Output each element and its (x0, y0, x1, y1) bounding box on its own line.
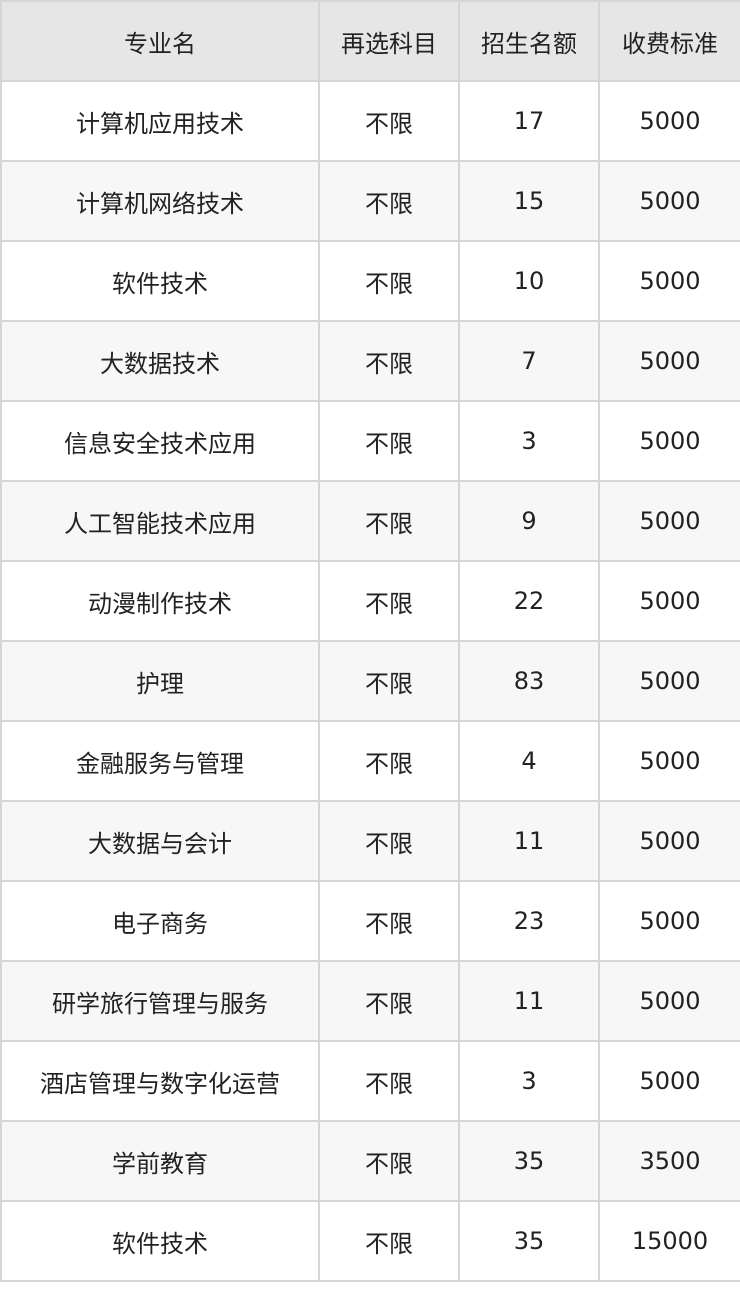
cell-enrollment-quota: 11 (458, 960, 600, 1042)
cell-elective-subject: 不限 (318, 1200, 460, 1282)
table-row: 软件技术 不限 35 15000 (0, 1200, 740, 1282)
header-row: 专业名 再选科目 招生名额 收费标准 (0, 0, 740, 82)
cell-tuition-fee: 5000 (598, 640, 740, 722)
column-header-tuition-fee: 收费标准 (598, 0, 740, 82)
cell-tuition-fee: 5000 (598, 800, 740, 882)
cell-enrollment-quota: 7 (458, 320, 600, 402)
cell-enrollment-quota: 23 (458, 880, 600, 962)
table-row: 护理 不限 83 5000 (0, 640, 740, 722)
cell-elective-subject: 不限 (318, 1040, 460, 1122)
cell-elective-subject: 不限 (318, 800, 460, 882)
table-row: 研学旅行管理与服务 不限 11 5000 (0, 960, 740, 1042)
cell-enrollment-quota: 10 (458, 240, 600, 322)
cell-tuition-fee: 5000 (598, 160, 740, 242)
cell-major-name: 人工智能技术应用 (0, 480, 320, 562)
cell-enrollment-quota: 3 (458, 1040, 600, 1122)
cell-tuition-fee: 5000 (598, 560, 740, 642)
table-row: 金融服务与管理 不限 4 5000 (0, 720, 740, 802)
column-header-major-name: 专业名 (0, 0, 320, 82)
cell-elective-subject: 不限 (318, 960, 460, 1042)
cell-tuition-fee: 3500 (598, 1120, 740, 1202)
cell-enrollment-quota: 9 (458, 480, 600, 562)
cell-tuition-fee: 5000 (598, 960, 740, 1042)
cell-elective-subject: 不限 (318, 640, 460, 722)
cell-major-name: 研学旅行管理与服务 (0, 960, 320, 1042)
cell-tuition-fee: 5000 (598, 1040, 740, 1122)
cell-major-name: 酒店管理与数字化运营 (0, 1040, 320, 1122)
cell-elective-subject: 不限 (318, 1120, 460, 1202)
cell-major-name: 电子商务 (0, 880, 320, 962)
cell-enrollment-quota: 17 (458, 80, 600, 162)
cell-elective-subject: 不限 (318, 880, 460, 962)
cell-enrollment-quota: 83 (458, 640, 600, 722)
table-row: 大数据与会计 不限 11 5000 (0, 800, 740, 882)
cell-enrollment-quota: 11 (458, 800, 600, 882)
cell-elective-subject: 不限 (318, 80, 460, 162)
cell-major-name: 软件技术 (0, 240, 320, 322)
table-row: 电子商务 不限 23 5000 (0, 880, 740, 962)
admissions-table: 专业名 再选科目 招生名额 收费标准 计算机应用技术 不限 17 5000 计算机网络技术 不限… (0, 0, 740, 1282)
cell-major-name: 计算机网络技术 (0, 160, 320, 242)
cell-tuition-fee: 5000 (598, 480, 740, 562)
cell-elective-subject: 不限 (318, 320, 460, 402)
cell-enrollment-quota: 15 (458, 160, 600, 242)
column-header-elective-subject: 再选科目 (318, 0, 460, 82)
cell-major-name: 软件技术 (0, 1200, 320, 1282)
cell-tuition-fee: 5000 (598, 240, 740, 322)
cell-tuition-fee: 5000 (598, 720, 740, 802)
table-row: 人工智能技术应用 不限 9 5000 (0, 480, 740, 562)
cell-elective-subject: 不限 (318, 400, 460, 482)
table-row: 学前教育 不限 35 3500 (0, 1120, 740, 1202)
cell-enrollment-quota: 4 (458, 720, 600, 802)
column-header-enrollment-quota: 招生名额 (458, 0, 600, 82)
cell-major-name: 金融服务与管理 (0, 720, 320, 802)
cell-enrollment-quota: 35 (458, 1200, 600, 1282)
table-row: 信息安全技术应用 不限 3 5000 (0, 400, 740, 482)
table-row: 动漫制作技术 不限 22 5000 (0, 560, 740, 642)
cell-tuition-fee: 5000 (598, 400, 740, 482)
cell-major-name: 大数据与会计 (0, 800, 320, 882)
cell-major-name: 动漫制作技术 (0, 560, 320, 642)
table-row: 计算机应用技术 不限 17 5000 (0, 80, 740, 162)
cell-major-name: 计算机应用技术 (0, 80, 320, 162)
cell-tuition-fee: 5000 (598, 320, 740, 402)
cell-tuition-fee: 5000 (598, 880, 740, 962)
cell-elective-subject: 不限 (318, 720, 460, 802)
cell-tuition-fee: 15000 (598, 1200, 740, 1282)
cell-enrollment-quota: 35 (458, 1120, 600, 1202)
table-row: 大数据技术 不限 7 5000 (0, 320, 740, 402)
cell-major-name: 护理 (0, 640, 320, 722)
table-row: 软件技术 不限 10 5000 (0, 240, 740, 322)
cell-elective-subject: 不限 (318, 160, 460, 242)
cell-major-name: 学前教育 (0, 1120, 320, 1202)
cell-enrollment-quota: 22 (458, 560, 600, 642)
table-row: 计算机网络技术 不限 15 5000 (0, 160, 740, 242)
table-row: 酒店管理与数字化运营 不限 3 5000 (0, 1040, 740, 1122)
cell-elective-subject: 不限 (318, 240, 460, 322)
cell-major-name: 信息安全技术应用 (0, 400, 320, 482)
cell-enrollment-quota: 3 (458, 400, 600, 482)
cell-major-name: 大数据技术 (0, 320, 320, 402)
cell-tuition-fee: 5000 (598, 80, 740, 162)
cell-elective-subject: 不限 (318, 560, 460, 642)
cell-elective-subject: 不限 (318, 480, 460, 562)
